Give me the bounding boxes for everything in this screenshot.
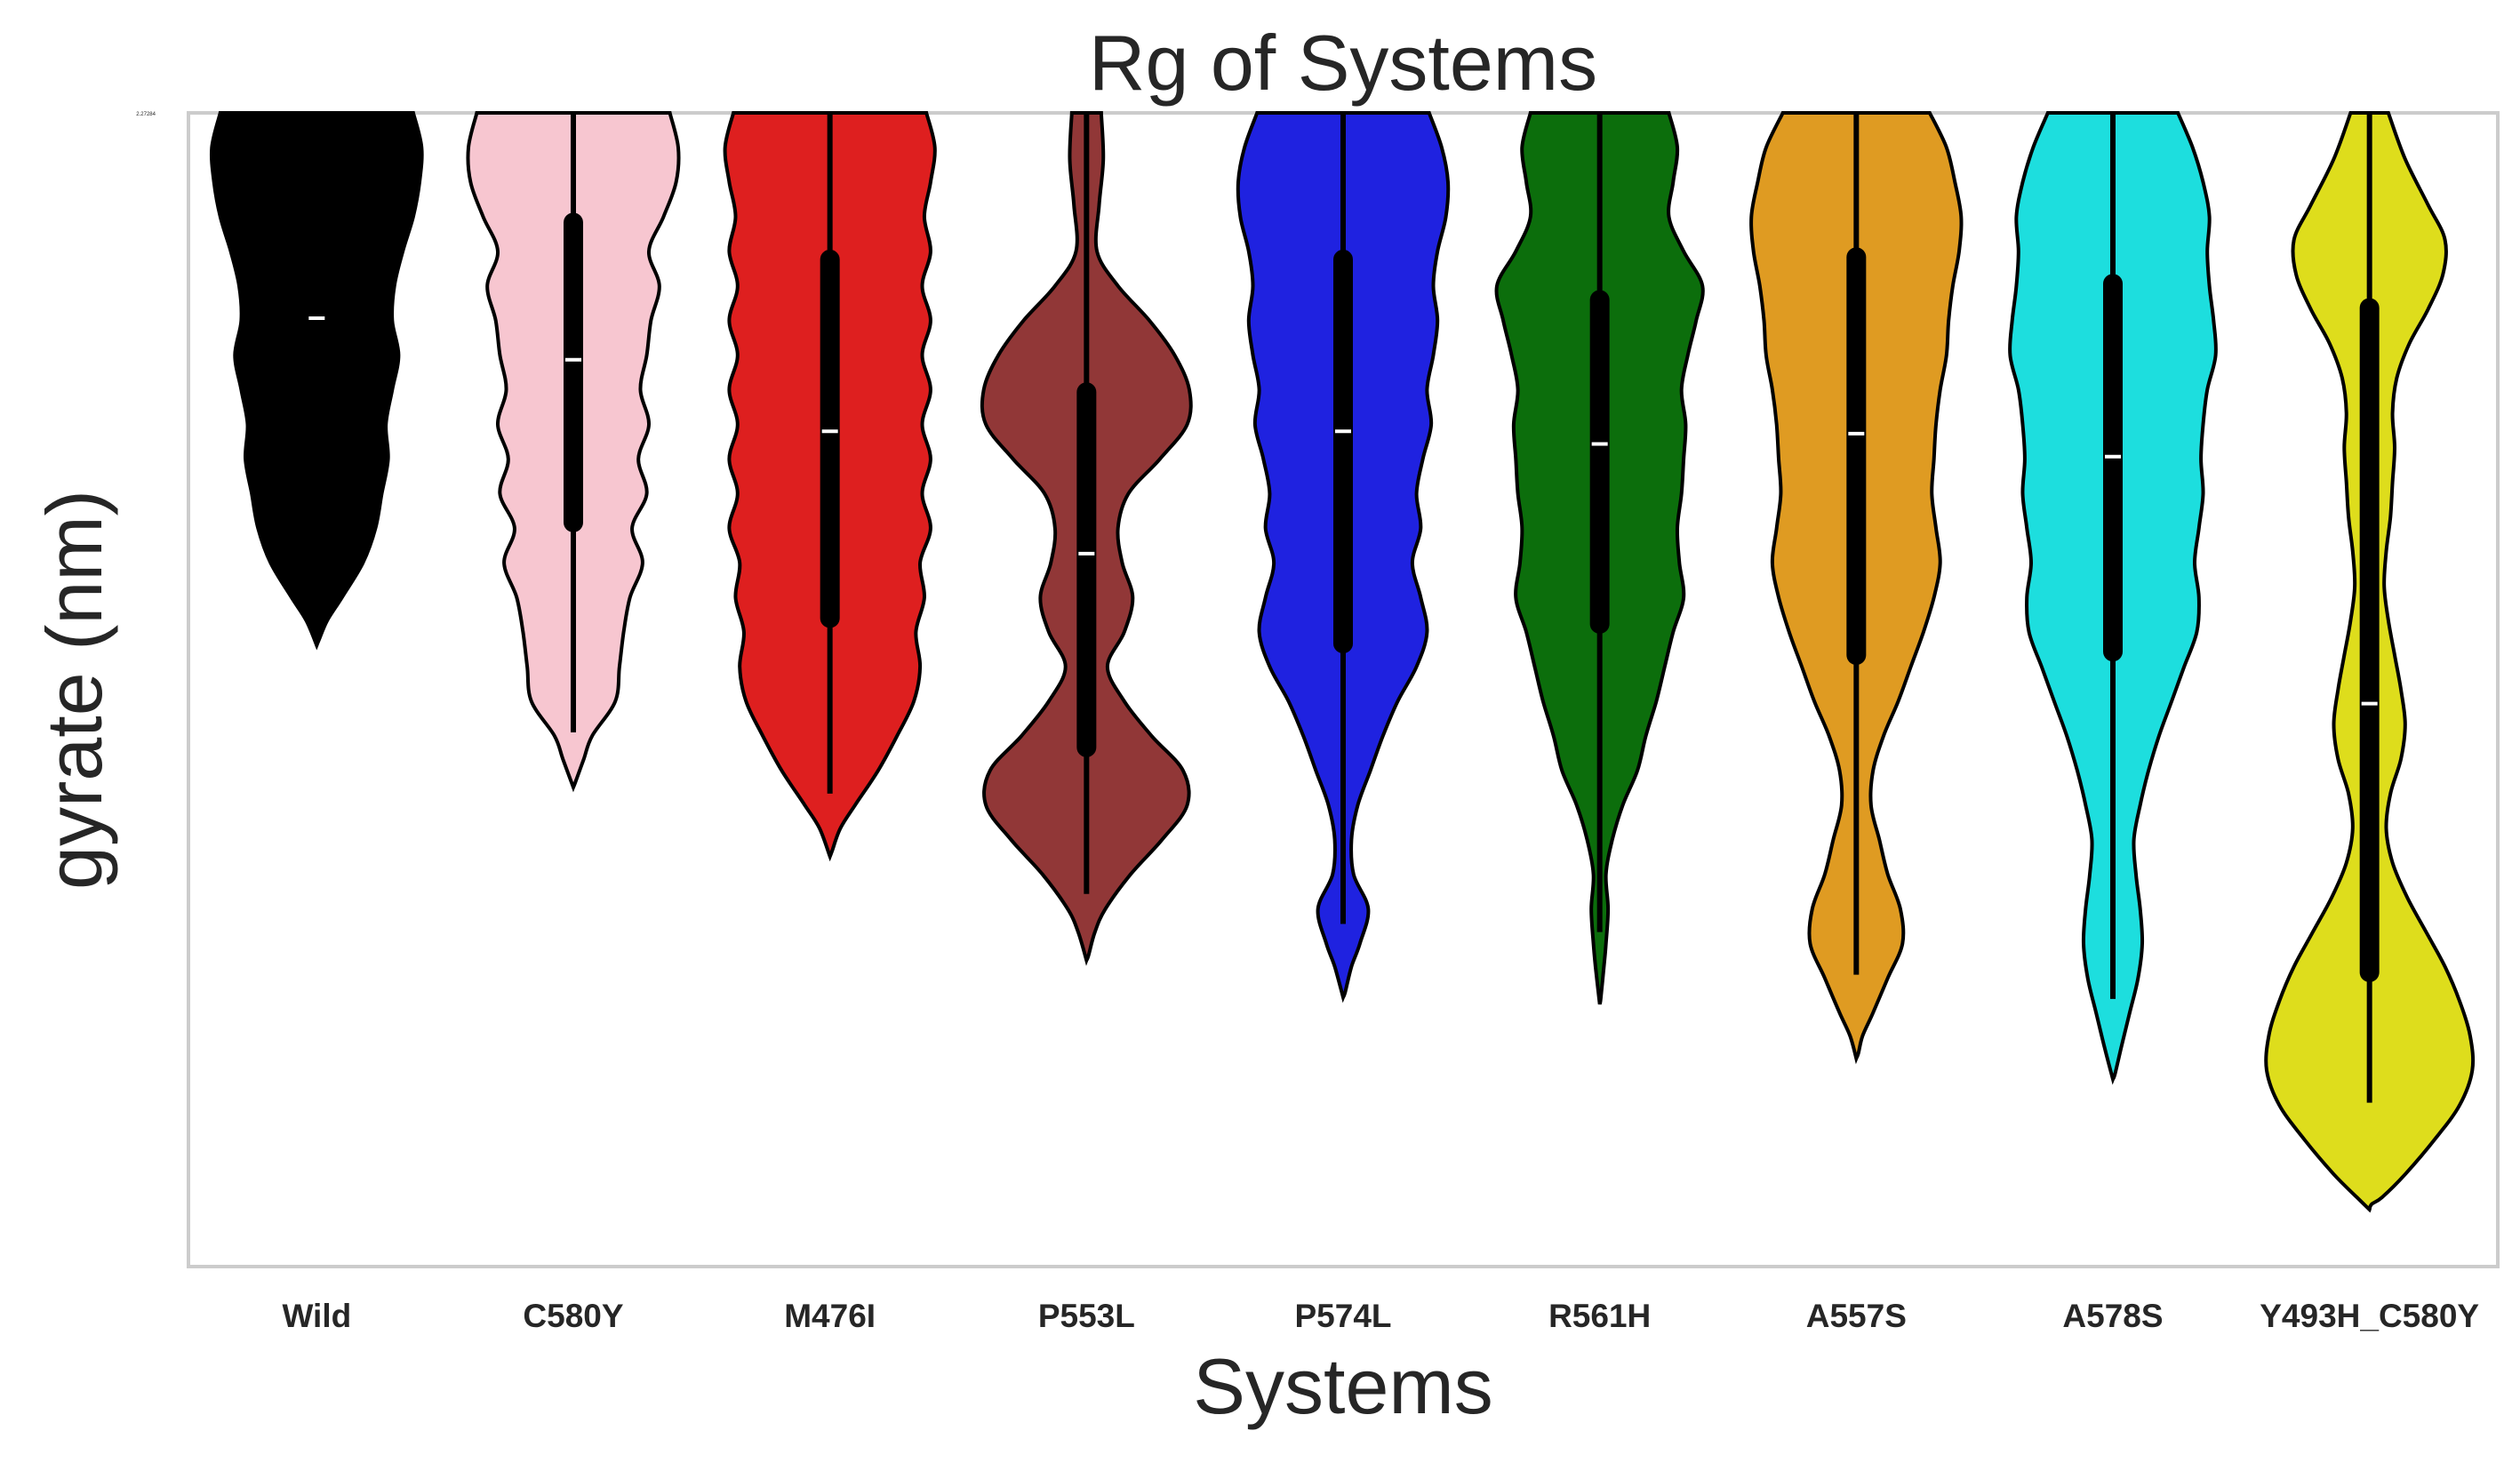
violin-body-wild bbox=[209, 111, 424, 651]
x-tick-wild: Wild bbox=[282, 1298, 351, 1334]
x-axis-label: Systems bbox=[1193, 1342, 1492, 1430]
x-tick-r561h: R561H bbox=[1548, 1298, 1651, 1334]
x-tick-a557s: A557S bbox=[1806, 1298, 1907, 1334]
x-tick-m476i: M476I bbox=[784, 1298, 876, 1334]
x-tick-y493h-c580y: Y493H_C580Y bbox=[2260, 1298, 2479, 1334]
x-tick-c580y: C580Y bbox=[523, 1298, 623, 1334]
x-tick-p553l: P553L bbox=[1038, 1298, 1135, 1334]
x-tick-p574l: P574L bbox=[1294, 1298, 1391, 1334]
chart-title: Rg of Systems bbox=[1089, 19, 1597, 107]
y-tick-label: 2.27284 bbox=[136, 112, 156, 117]
x-tick-labels: Wild C580Y M476I P553L P574L R561H A557S A578S Y… bbox=[282, 1298, 2479, 1334]
y-axis-label: gyrate (nm) bbox=[30, 490, 118, 890]
x-tick-a578s: A578S bbox=[2062, 1298, 2163, 1334]
violins-group bbox=[209, 111, 2476, 1213]
